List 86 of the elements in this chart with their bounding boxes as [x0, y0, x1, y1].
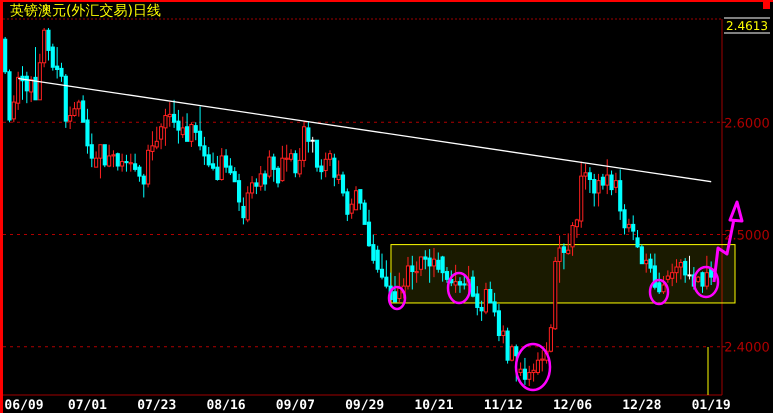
x-tick-label: 08/16 — [206, 398, 246, 413]
candlestick — [501, 324, 506, 344]
candlestick — [354, 186, 358, 210]
candlestick — [133, 153, 138, 172]
candlestick — [220, 148, 224, 182]
candlestick — [128, 153, 133, 172]
candlestick — [454, 264, 458, 294]
x-tick-label: 09/07 — [276, 398, 315, 413]
candlestick — [224, 148, 228, 174]
candlestick — [107, 144, 112, 168]
candlestick — [458, 276, 462, 294]
candlestick — [76, 99, 81, 118]
x-tick-label: 10/21 — [414, 398, 454, 413]
candlestick — [410, 255, 414, 290]
candlestick — [670, 263, 674, 287]
candlestick — [293, 150, 298, 178]
candlestick — [540, 350, 544, 372]
candlestick — [614, 172, 618, 194]
candlestick — [306, 120, 310, 154]
candlestick — [288, 148, 294, 162]
text: 2.4613 — [726, 19, 768, 33]
candlestick — [72, 102, 77, 118]
candlestick — [68, 106, 72, 130]
candlestick — [111, 150, 116, 168]
candlestick — [215, 155, 220, 182]
candlestick — [258, 166, 263, 192]
candlestick — [33, 46, 38, 100]
candlestick — [29, 76, 34, 103]
x-tick-label: 12/28 — [622, 398, 662, 413]
candlestick — [267, 150, 272, 179]
candlestick — [562, 242, 566, 270]
candlestick — [626, 218, 631, 233]
x-tick-label: 11/12 — [484, 398, 523, 413]
candlestick — [98, 144, 103, 179]
x-tick-label: 07/01 — [68, 398, 108, 413]
x-tick-label: 09/29 — [345, 398, 384, 413]
candlestick — [336, 160, 341, 184]
candlestick — [102, 144, 107, 168]
candlestick — [687, 255, 692, 280]
candlestick — [518, 362, 523, 376]
candlestick — [24, 71, 29, 104]
candlestick — [418, 256, 424, 277]
candlestick — [55, 46, 60, 79]
candlestick — [310, 136, 315, 154]
candlestick — [600, 173, 605, 190]
candlestick — [683, 258, 688, 284]
candlestick — [185, 112, 190, 142]
candlestick — [704, 255, 709, 290]
x-tick-label: 12/06 — [553, 398, 592, 413]
candlestick — [189, 122, 194, 148]
candlestick — [432, 247, 436, 278]
candlestick — [527, 365, 532, 387]
candlestick — [414, 260, 419, 284]
y-tick-label: 2.4000 — [724, 340, 770, 356]
candlestick — [254, 178, 258, 195]
candlestick — [120, 153, 124, 172]
candlestick — [644, 253, 648, 274]
candlestick — [700, 271, 705, 294]
candlestick — [172, 99, 176, 128]
candlestick — [484, 282, 488, 315]
candlestick — [324, 152, 328, 178]
candlestick — [176, 109, 180, 144]
candlestick — [116, 152, 120, 172]
candlestick — [392, 276, 398, 302]
candlestick — [180, 116, 185, 138]
candlestick — [678, 258, 683, 280]
candlestick — [674, 258, 679, 284]
candlestick — [522, 357, 527, 386]
candlestick — [262, 170, 268, 192]
candlestick — [332, 153, 336, 187]
candlestick — [124, 154, 128, 172]
candlestick — [241, 196, 246, 225]
candlestick — [605, 158, 610, 195]
candlestick — [436, 252, 440, 274]
chart-title: 英镑澳元(外汇交易)日线 — [10, 3, 161, 19]
candlestick — [609, 170, 614, 196]
x-tick-label: 07/23 — [137, 398, 176, 413]
candlestick — [510, 344, 514, 362]
candlestick — [406, 256, 410, 290]
candlestick — [328, 150, 332, 167]
x-tick-label: 01/19 — [692, 398, 731, 413]
candlestick — [661, 276, 666, 294]
x-tick-label: 06/09 — [4, 398, 44, 413]
candlestick — [462, 274, 466, 290]
y-tick-label: 2.6000 — [724, 116, 770, 132]
candlestick — [596, 173, 601, 207]
